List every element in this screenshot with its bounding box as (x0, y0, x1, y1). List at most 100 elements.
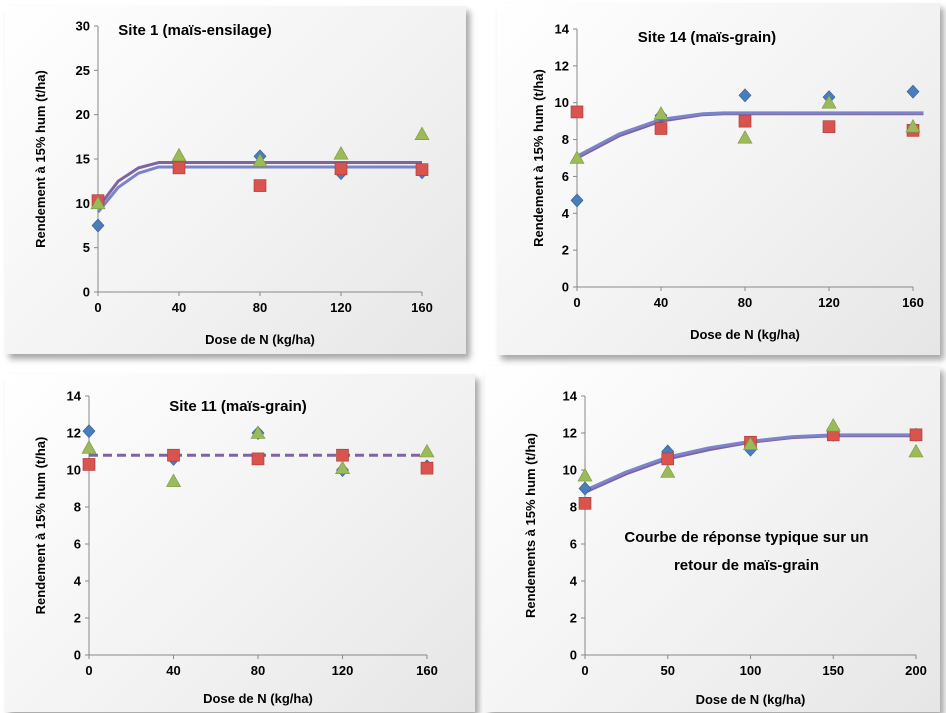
y-tick-label: 10 (563, 463, 577, 478)
x-tick-label: 150 (822, 663, 844, 678)
y-axis-label: Rendements à 15% hum (t/ha) (523, 433, 538, 618)
data-point-square (336, 448, 349, 462)
y-tick-label: 8 (562, 132, 569, 147)
data-point-triangle (908, 443, 924, 458)
x-tick-label: 40 (654, 295, 668, 310)
y-tick-label: 14 (67, 389, 82, 404)
x-tick-label: 160 (411, 300, 433, 315)
y-tick-label: 0 (74, 648, 81, 663)
fit-curve (576, 111, 924, 158)
data-point-triangle (742, 436, 759, 450)
x-tick-label: 80 (253, 300, 267, 315)
y-tick-label: 6 (562, 169, 569, 184)
x-axis-label: Dose de N (kg/ha) (205, 332, 315, 347)
data-point-square (738, 114, 752, 128)
y-tick-label: 12 (555, 58, 569, 73)
chart-title: Site 11 (maïs-grain) (169, 398, 307, 415)
data-point-square (251, 452, 265, 466)
data-point-square (420, 461, 434, 475)
data-point-square (654, 122, 668, 135)
data-point-diamond (906, 84, 920, 99)
chart-annotation: retour de maïs-grain (674, 557, 819, 574)
fit-curve (96, 161, 422, 209)
x-tick-label: 0 (581, 663, 588, 678)
data-point-square (578, 497, 592, 510)
y-tick-label: 15 (76, 152, 90, 167)
data-point-square (334, 162, 348, 176)
y-tick-label: 10 (76, 196, 90, 211)
chart-svg: 0 2 4 6 8 10 12 14 0 40 80 120 160 Dose de N (kg/ha) R… (33, 389, 438, 707)
data-point-triangle (660, 464, 676, 478)
data-point-square (253, 179, 267, 192)
data-point-square (82, 458, 96, 471)
x-tick-label: 50 (661, 663, 675, 678)
y-axis-label: Rendement à 15% hum (t/ha) (33, 70, 48, 248)
y-tick-label: 6 (570, 537, 577, 552)
y-tick-label: 8 (570, 500, 577, 515)
x-tick-label: 40 (172, 300, 186, 315)
y-tick-label: 6 (74, 537, 81, 552)
y-tick-label: 30 (76, 19, 90, 34)
data-point-square (909, 428, 923, 442)
y-tick-label: 0 (570, 648, 577, 663)
chart-panel-site-1: 0 5 10 15 20 25 30 0 40 80 120 160 Dose de N (kg/ha)… (5, 6, 466, 354)
y-tick-label: 2 (570, 611, 577, 626)
y-tick-label: 14 (555, 22, 570, 37)
data-point-square (167, 448, 180, 462)
x-tick-label: 80 (251, 663, 265, 678)
chart-panel-typical-response: 0 2 4 6 8 10 12 14 0 50 100 150 200 Dose de N (kg/ha)… (485, 366, 940, 712)
data-point-triangle (569, 150, 585, 164)
data-point-diamond (738, 88, 752, 103)
chart-title: Site 14 (maïs-grain) (638, 29, 776, 46)
x-tick-label: 160 (902, 295, 924, 310)
y-tick-label: 12 (563, 426, 577, 441)
x-tick-label: 200 (905, 663, 927, 678)
x-axis-label: Dose de N (kg/ha) (696, 692, 806, 707)
x-tick-label: 120 (818, 295, 840, 310)
chart-svg: 0 5 10 15 20 25 30 0 40 80 120 160 Dose de N (kg/ha)… (33, 19, 433, 348)
data-point-triangle (90, 195, 106, 210)
data-point-square (570, 105, 584, 119)
y-axis-label: Rendement à 15% hum (t/ha) (531, 69, 546, 247)
data-point-triangle (171, 147, 187, 162)
y-tick-label: 4 (74, 574, 82, 589)
y-tick-label: 2 (562, 243, 569, 258)
y-tick-label: 10 (67, 463, 81, 478)
data-point-diamond (91, 218, 105, 233)
y-tick-label: 25 (76, 63, 90, 78)
data-point-triangle (821, 95, 837, 109)
y-tick-label: 2 (74, 611, 81, 626)
y-tick-label: 20 (76, 107, 90, 122)
data-point-triangle (81, 440, 97, 454)
y-tick-label: 10 (555, 95, 569, 110)
data-point-triangle (333, 146, 349, 160)
data-point-square (415, 163, 429, 176)
data-point-triangle (905, 119, 921, 133)
data-point-diamond (570, 193, 584, 208)
x-tick-label: 80 (738, 295, 752, 310)
x-tick-label: 120 (330, 300, 352, 315)
data-point-triangle (165, 473, 182, 487)
data-point-diamond (82, 424, 96, 439)
y-tick-label: 12 (67, 426, 81, 441)
x-tick-label: 40 (166, 663, 180, 678)
y-tick-label: 0 (562, 280, 569, 295)
data-point-triangle (414, 126, 430, 140)
data-point-square (822, 120, 836, 133)
x-axis-label: Dose de N (kg/ha) (690, 327, 800, 342)
data-point-square (661, 452, 675, 466)
x-tick-label: 160 (416, 663, 438, 678)
chart-svg: 0 2 4 6 8 10 12 14 0 50 100 150 200 Dose de N (kg/ha)… (523, 389, 927, 708)
y-axis-label: Rendement à 15% hum (t/ha) (33, 437, 48, 615)
chart-panel-site-11: 0 2 4 6 8 10 12 14 0 40 80 120 160 Dose de N (kg/ha) R… (5, 374, 475, 712)
data-point-diamond (578, 481, 592, 496)
data-point-triangle (653, 106, 669, 120)
data-point-triangle (825, 417, 841, 432)
x-axis-label: Dose de N (kg/ha) (203, 691, 313, 706)
fit-curve (584, 433, 916, 492)
y-tick-label: 8 (74, 500, 81, 515)
data-point-square (172, 161, 186, 175)
fit-curve (96, 165, 422, 214)
chart-title: Site 1 (maïs-ensilage) (118, 22, 271, 39)
y-tick-label: 4 (570, 574, 578, 589)
